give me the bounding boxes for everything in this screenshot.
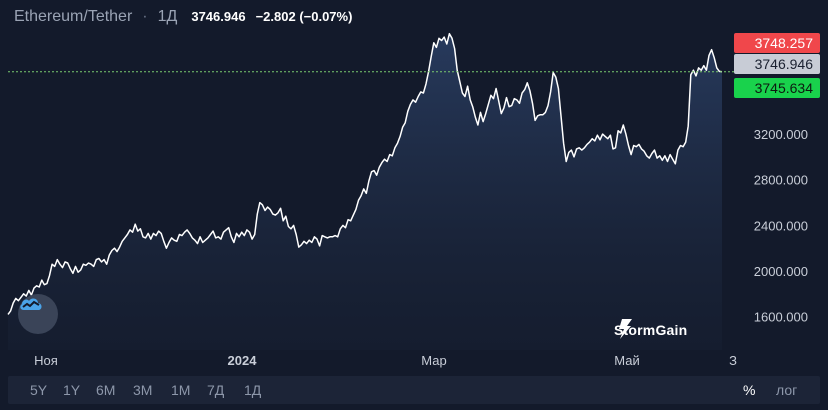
y-tick-label: 2400.000 [754, 218, 808, 233]
stormgain-logo-icon [619, 319, 632, 339]
timeframe-5y[interactable]: 5Y [30, 382, 48, 398]
title-separator: · [142, 8, 148, 25]
price-series-line [7, 32, 723, 315]
ask-price-tag: 3748.257 [734, 33, 820, 53]
timeframe-6m[interactable]: 6M [96, 382, 116, 398]
svg-text:3745.634: 3745.634 [755, 80, 814, 96]
x-tick-label: Май [614, 353, 639, 368]
svg-text:3746.946: 3746.946 [755, 56, 814, 72]
interval-label: 1Д [157, 8, 178, 25]
y-tick-label: 3200.000 [754, 127, 808, 142]
x-tick-label: З [729, 353, 737, 368]
log-scale-toggle[interactable]: лог [776, 382, 798, 398]
x-tick-label: 2024 [228, 353, 258, 368]
bid-price-tag: 3745.634 [734, 78, 820, 98]
timeframe-1d[interactable]: 1Д [244, 382, 262, 398]
y-tick-label: 2000.000 [754, 264, 808, 279]
cloud-chart-icon[interactable] [18, 294, 58, 334]
header-last-price: 3746.946 [191, 9, 246, 24]
brand-watermark: StormGain [614, 318, 687, 342]
timeframe-7d[interactable]: 7Д [207, 382, 225, 398]
timeframe-1m[interactable]: 1M [171, 382, 191, 398]
percent-scale-toggle[interactable]: % [743, 382, 756, 398]
y-tick-label: 2800.000 [754, 173, 808, 188]
x-tick-label: Мар [421, 353, 446, 368]
y-tick-label: 1600.000 [754, 310, 808, 325]
chart-header: Ethereum/Tether · 1Д 3746.946 −2.802 (−0… [14, 8, 352, 30]
svg-text:3748.257: 3748.257 [755, 35, 814, 51]
timeframe-3m[interactable]: 3M [133, 382, 153, 398]
bottom-toolbar: 5Y 1Y 6M 3M 1M 7Д 1Д % лог [8, 376, 820, 404]
x-tick-label: Ноя [34, 353, 58, 368]
brand-name: StormGain [614, 322, 688, 338]
timeframe-1y[interactable]: 1Y [63, 382, 81, 398]
header-price-change: −2.802 (−0.07%) [255, 9, 353, 24]
last-price-tag: 3746.946 [734, 54, 820, 74]
pair-title: Ethereum/Tether [14, 8, 133, 25]
